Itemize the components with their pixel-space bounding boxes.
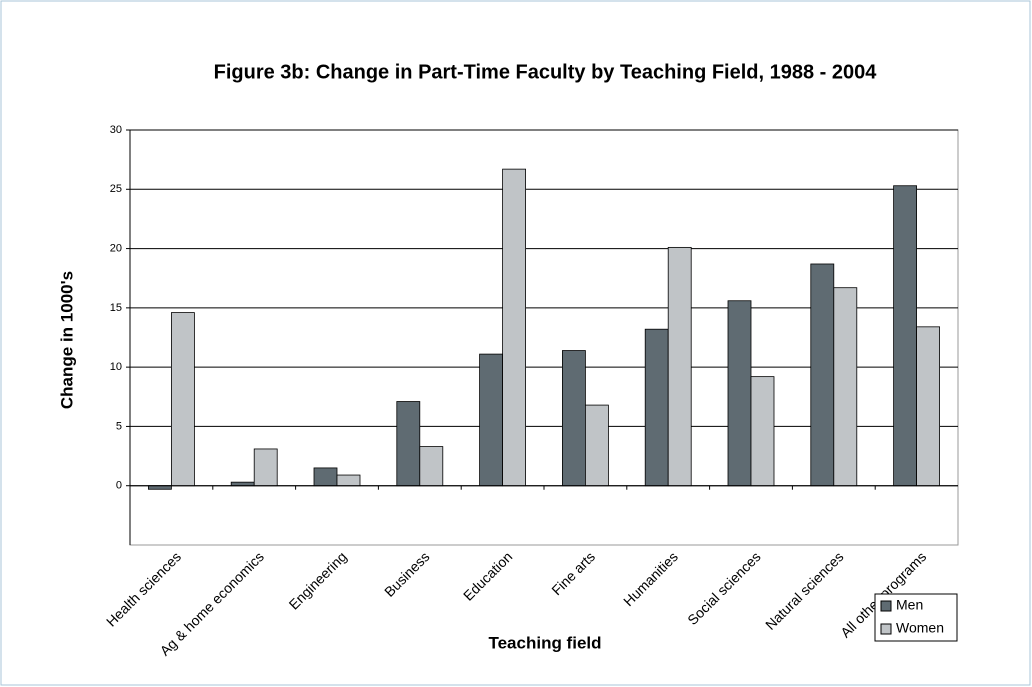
- y-axis-label: Change in 1000's: [57, 271, 76, 409]
- y-tick-label: 10: [110, 361, 122, 373]
- bar: [396, 401, 421, 487]
- y-tick-label: 30: [110, 124, 122, 136]
- legend-swatch: [880, 623, 892, 635]
- bar: [810, 263, 835, 487]
- y-tick-label: 20: [110, 242, 122, 254]
- bar: [562, 350, 586, 487]
- bar: [893, 185, 917, 487]
- bar: [253, 448, 278, 487]
- y-tick-label: 15: [110, 302, 122, 314]
- legend-label: Women: [896, 620, 944, 636]
- bar: [313, 467, 338, 487]
- y-tick-label: 0: [116, 480, 122, 492]
- bar: [147, 485, 172, 490]
- bar: [667, 246, 692, 487]
- bar: [644, 328, 669, 487]
- bar: [230, 481, 255, 487]
- bar: [479, 353, 504, 487]
- bar: [916, 326, 940, 487]
- bar: [727, 300, 752, 487]
- bar: [170, 312, 195, 487]
- bar: [585, 404, 609, 487]
- legend-label: Men: [896, 597, 923, 613]
- legend-swatch: [880, 600, 892, 612]
- bar: [419, 446, 444, 487]
- y-tick-label: 25: [110, 183, 122, 195]
- bar: [833, 287, 858, 487]
- chart-title: Figure 3b: Change in Part-Time Faculty b…: [214, 61, 878, 83]
- bar: [502, 168, 527, 487]
- bar: [750, 376, 775, 487]
- x-axis-label: Teaching field: [488, 633, 601, 652]
- y-tick-label: 5: [116, 420, 122, 432]
- bar: [336, 474, 361, 487]
